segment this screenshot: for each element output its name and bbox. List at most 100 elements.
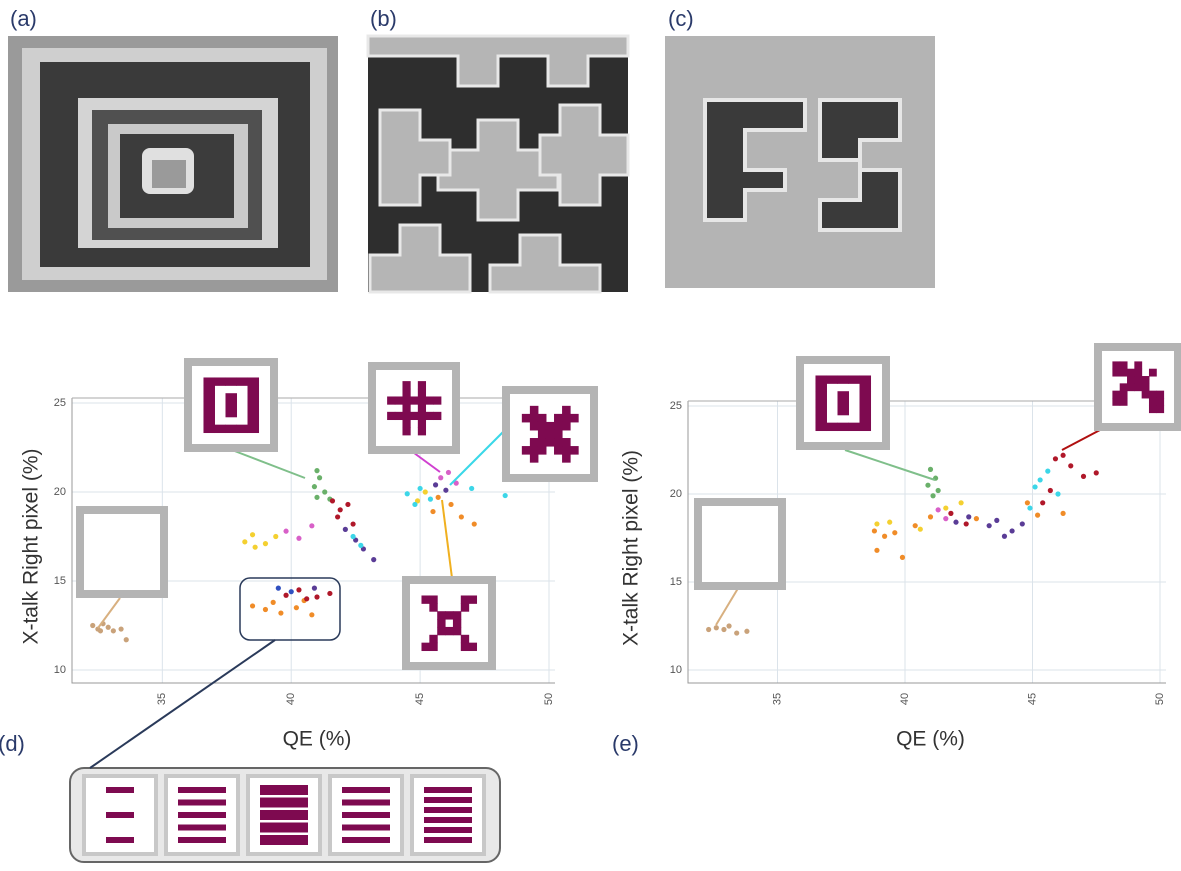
point [1045, 468, 1051, 474]
icons [76, 343, 1181, 856]
icon-pixel [203, 393, 215, 402]
point [744, 628, 750, 634]
point [314, 468, 320, 474]
point [1052, 456, 1059, 462]
icon-pixel [1141, 376, 1150, 384]
icon-pixel [815, 383, 827, 392]
point [1037, 477, 1043, 483]
icon-pixel [529, 413, 539, 423]
icon-pixel [433, 411, 442, 421]
point [90, 622, 96, 629]
icon-pixel [225, 408, 238, 418]
point [1001, 533, 1008, 539]
point [882, 533, 888, 539]
point [706, 626, 712, 633]
icon-pixel [203, 424, 215, 434]
icon-pixel [554, 446, 563, 455]
point [110, 628, 116, 634]
icon-pixel [425, 411, 434, 421]
point [1040, 500, 1046, 506]
icon-pixel [106, 837, 134, 843]
point [283, 528, 289, 534]
point [275, 585, 281, 591]
icon-pixel [1119, 390, 1128, 399]
icon-pixel [260, 797, 308, 808]
icon-pixel [247, 401, 260, 410]
y-tick-label: 25 [54, 397, 66, 409]
point [1019, 521, 1025, 527]
point [358, 542, 364, 549]
point [422, 489, 428, 495]
icon-pixel [417, 419, 427, 428]
icon-pixel [554, 413, 563, 423]
point [1035, 512, 1041, 518]
x-tick-label: 40 [285, 693, 297, 705]
point [469, 485, 475, 492]
x-tick-label: 45 [414, 693, 426, 705]
icon-pixel [203, 377, 215, 386]
icon-pixel [429, 603, 438, 612]
point [105, 624, 111, 630]
x-tick-label: 45 [1026, 693, 1038, 705]
icon-pixel [236, 424, 249, 434]
icon-pixel [1148, 405, 1157, 414]
point [994, 517, 1000, 524]
icon-pixel [1119, 383, 1128, 392]
icon-pixel [424, 787, 472, 793]
icon-pixel [178, 824, 226, 831]
point [350, 521, 356, 527]
icon-pixel [178, 837, 226, 843]
x-tick-label: 50 [1154, 693, 1166, 705]
icon-pixel [1112, 390, 1121, 399]
y-tick-label: 10 [54, 664, 66, 676]
icon-frame [694, 498, 786, 590]
point [296, 587, 302, 593]
icon-pixel [837, 422, 850, 432]
point [713, 625, 719, 631]
icon-pixel [1112, 361, 1121, 370]
y-axis-label: X-talk Right pixel (%) [20, 448, 43, 644]
icon-pixel [421, 595, 430, 604]
icon-pixel [424, 817, 472, 823]
panel-label: (d) [0, 731, 25, 756]
connectors [89, 429, 1101, 769]
icon-pixel [468, 642, 478, 652]
icon-pixel [859, 399, 872, 408]
point [874, 547, 880, 553]
icon-pixel [106, 812, 134, 818]
icon-pixel [402, 396, 411, 405]
x-axis-label: QE (%) [896, 728, 965, 751]
axis-frame [71, 398, 555, 684]
point [309, 523, 315, 529]
point [958, 500, 964, 506]
point [912, 523, 918, 529]
x-tick-label: 40 [899, 693, 911, 705]
icon-pixel [429, 642, 438, 652]
point [917, 526, 923, 532]
icon-pixel [554, 421, 563, 431]
icon-pixel [545, 438, 555, 447]
icon-pixel [247, 385, 260, 394]
y-tick-label: 25 [670, 400, 682, 412]
point [1047, 487, 1053, 494]
icon-pixel [424, 797, 472, 803]
point [288, 589, 294, 595]
icon-pixel [203, 401, 215, 410]
icon-pixel [1134, 376, 1143, 384]
point [270, 599, 276, 605]
icon-pixel [815, 375, 827, 384]
icon-pixel [815, 391, 827, 400]
icon-pixel [225, 393, 238, 402]
icon-pixel [178, 787, 226, 793]
panel-label: (b) [370, 6, 397, 31]
icon-pixel [837, 375, 850, 384]
cluster-outline [239, 577, 341, 641]
point [316, 475, 323, 481]
icon-pixel [1148, 397, 1157, 406]
icon-pixel [562, 438, 571, 447]
icon-pixel [203, 408, 215, 418]
icon-pixel [424, 807, 472, 813]
icon-pixel [214, 377, 226, 386]
point [350, 533, 356, 540]
point [123, 637, 129, 643]
